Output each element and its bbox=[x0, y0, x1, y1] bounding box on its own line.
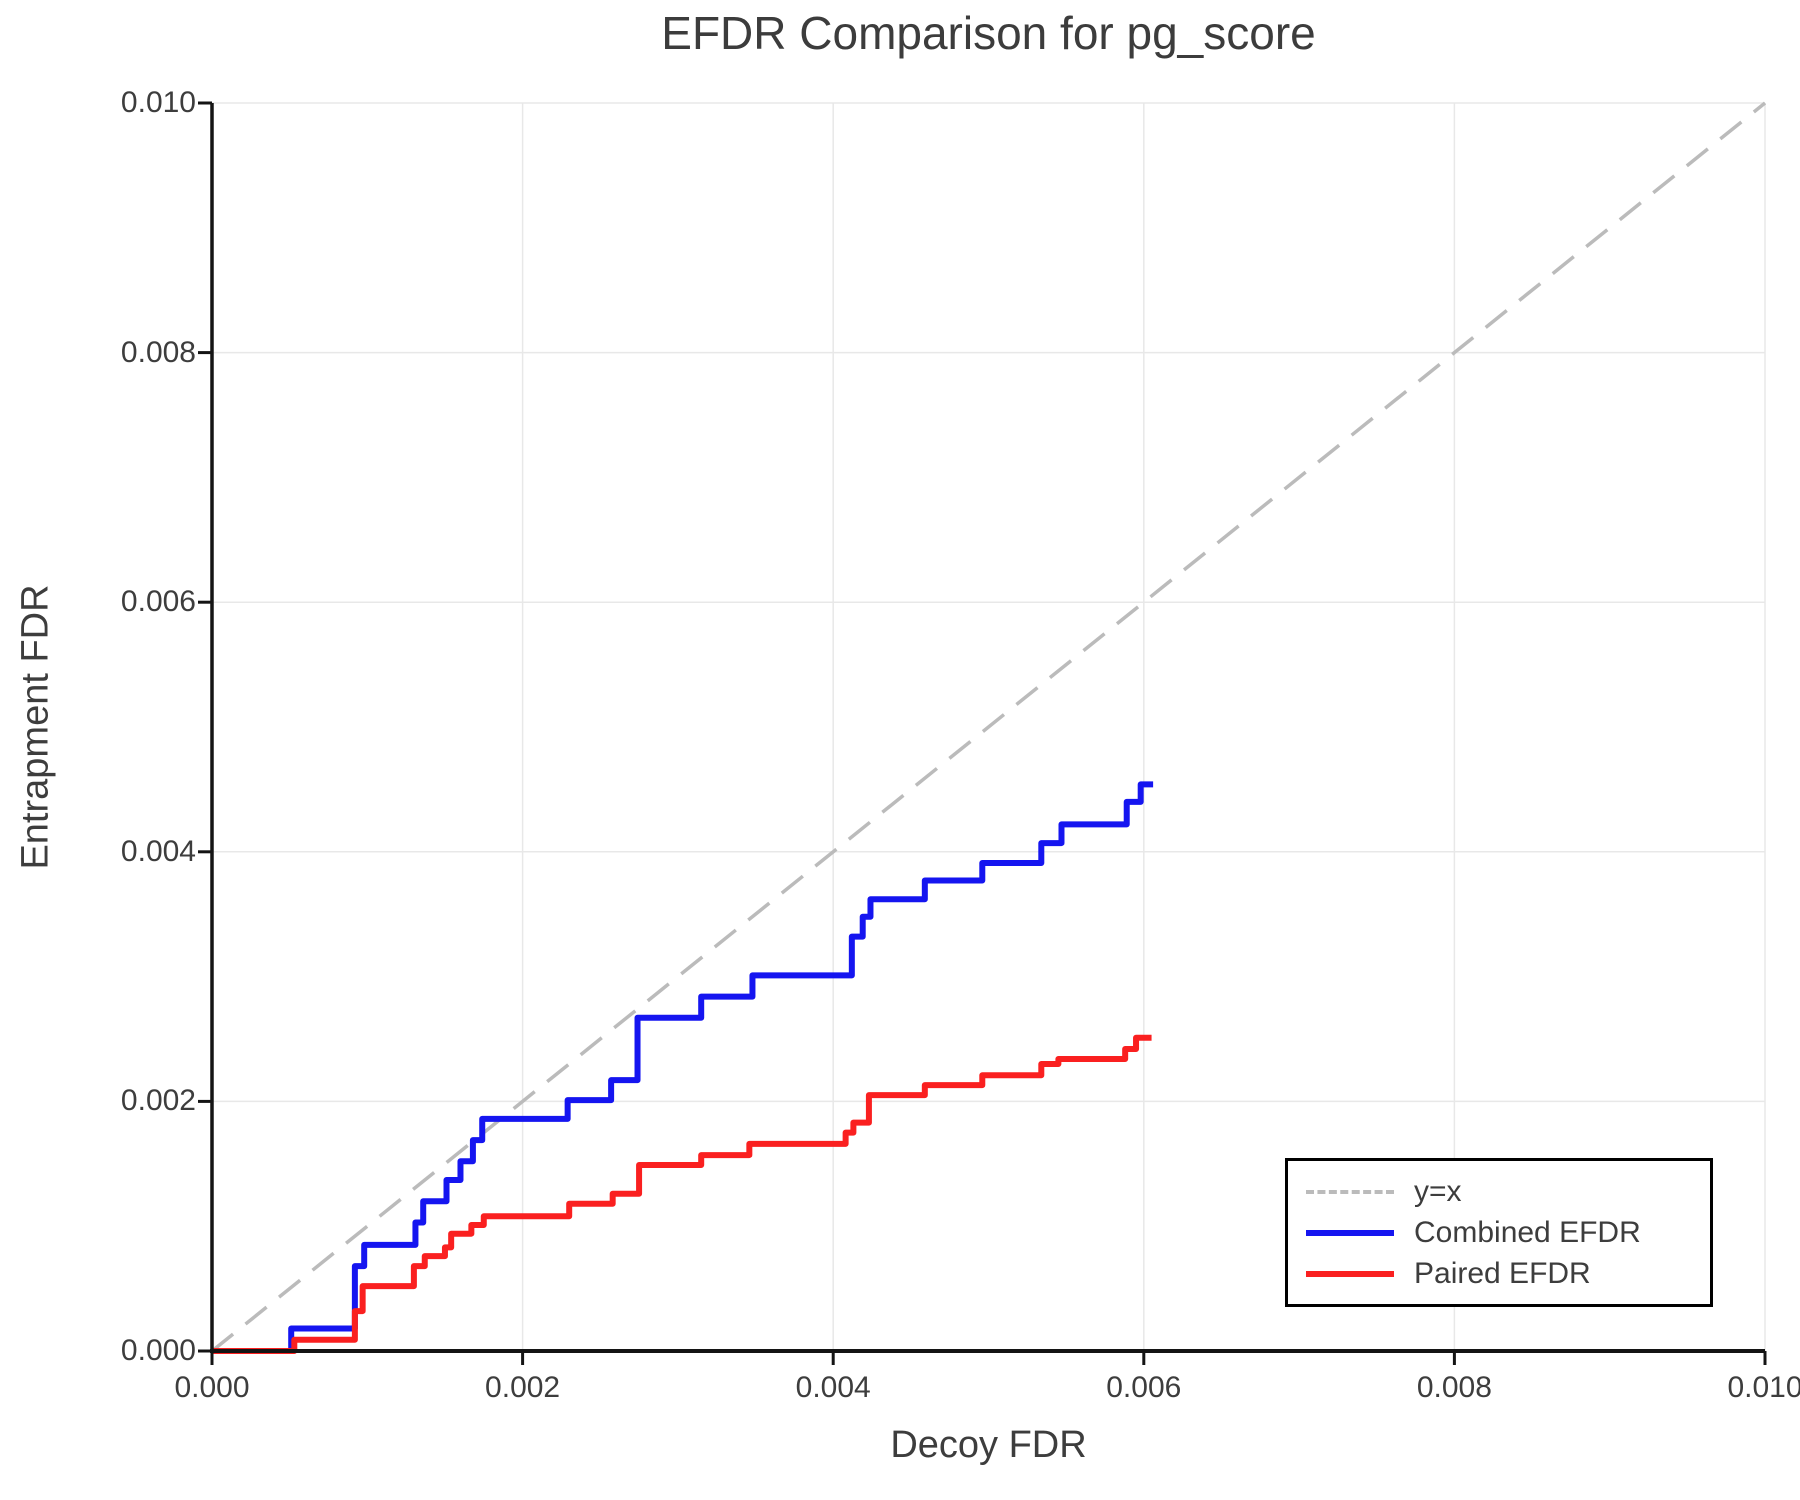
paired-line-sample bbox=[1306, 1270, 1394, 1277]
x-tick-label: 0.008 bbox=[1416, 1371, 1492, 1404]
y-tick-label: 0.004 bbox=[120, 834, 196, 868]
y-tick-label: 0.002 bbox=[120, 1084, 196, 1118]
x-tick-label: 0.002 bbox=[485, 1371, 561, 1404]
x-tick-label: 0.010 bbox=[1727, 1371, 1800, 1404]
x-tick-label: 0.006 bbox=[1106, 1371, 1182, 1404]
legend-label: Combined EFDR bbox=[1414, 1215, 1641, 1249]
chart-title: EFDR Comparison for pg_score bbox=[661, 7, 1316, 59]
x-axis-label: Decoy FDR bbox=[890, 1424, 1087, 1466]
dashed-line-sample bbox=[1306, 1189, 1394, 1194]
legend-label: Paired EFDR bbox=[1414, 1256, 1591, 1290]
reference-line-yx bbox=[210, 101, 1767, 1353]
y-tick-label: 0.008 bbox=[120, 335, 196, 369]
legend-item-paired: Paired EFDR bbox=[1306, 1256, 1692, 1292]
y-tick-label: 0.000 bbox=[120, 1334, 196, 1367]
y-axis-label: Entrapment FDR bbox=[14, 584, 57, 870]
x-tick-label: 0.000 bbox=[174, 1371, 250, 1404]
combined-line-sample bbox=[1306, 1229, 1394, 1236]
series-line-combined-efdr bbox=[212, 781, 1154, 1354]
legend: y=x Combined EFDR Paired EFDR bbox=[1285, 1158, 1713, 1307]
y-tick-label: 0.006 bbox=[120, 585, 196, 619]
legend-item-combined: Combined EFDR bbox=[1306, 1215, 1692, 1251]
y-tick-label: 0.010 bbox=[120, 86, 196, 119]
x-tick-label: 0.004 bbox=[795, 1371, 871, 1404]
legend-label: y=x bbox=[1414, 1174, 1462, 1208]
series-line-paired-efdr bbox=[212, 1034, 1152, 1354]
legend-item-yx: y=x bbox=[1306, 1174, 1692, 1210]
